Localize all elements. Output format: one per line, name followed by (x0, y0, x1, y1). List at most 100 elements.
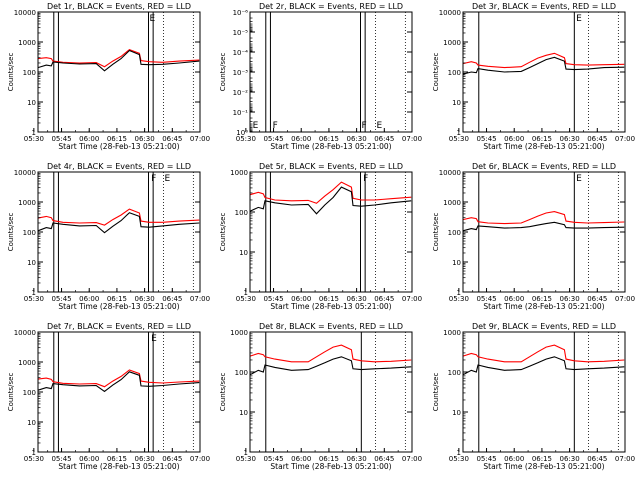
x-tick-label: 06:45 (374, 455, 394, 463)
y-tick-label: 10 (27, 99, 36, 107)
x-tick-label: 06:30 (135, 295, 155, 303)
x-axis-label: Start Time (28-Feb-13 05:21:00) (58, 302, 179, 311)
plot-frame (37, 11, 201, 133)
x-tick-label: 07:00 (615, 455, 635, 463)
y-tick-label: 10⁻² (233, 89, 249, 97)
y-tick-label: 1000 (443, 329, 461, 337)
x-tick-label: 07:00 (615, 135, 635, 143)
plot-frame (37, 331, 201, 453)
x-tick-label: 06:15 (107, 135, 127, 143)
x-axis-label: Start Time (28-Feb-13 05:21:00) (270, 142, 391, 151)
y-axis-label: Counts/sec (219, 213, 227, 252)
x-tick-label: 05:45 (476, 455, 496, 463)
series-events-line (249, 186, 412, 215)
y-tick-label: 10 (452, 259, 461, 267)
x-tick-label: 06:45 (587, 455, 607, 463)
x-tick-label: 06:15 (532, 295, 552, 303)
plot-frame (37, 171, 201, 293)
x-tick-label: 06:15 (319, 455, 339, 463)
y-tick-label: 100 (448, 369, 461, 377)
panel-det-8: Det 8r, BLACK = Events, RED = LLD 1 10 100 1… (219, 322, 422, 471)
x-tick-label: 07:00 (402, 455, 422, 463)
series-lld-line (249, 344, 412, 363)
panel-title: Det 8r, BLACK = Events, RED = LLD (259, 322, 403, 331)
y-tick-label: 1000 (230, 329, 248, 337)
x-tick-label: 07:00 (190, 135, 210, 143)
marker-label: E (576, 14, 582, 24)
x-tick-label: 06:00 (79, 295, 99, 303)
x-axis-label: Start Time (28-Feb-13 05:21:00) (483, 302, 604, 311)
y-tick-label: 1 (32, 129, 36, 137)
x-tick-label: 06:15 (319, 295, 339, 303)
panel-title: Det 9r, BLACK = Events, RED = LLD (472, 322, 616, 331)
x-axis-label: Start Time (28-Feb-13 05:21:00) (58, 142, 179, 151)
panel-title: Det 6r, BLACK = Events, RED = LLD (472, 162, 616, 171)
y-tick-label: 100 (235, 369, 248, 377)
plot-frame (462, 171, 626, 293)
y-tick-label: 100 (23, 389, 36, 397)
series-lld-line (37, 48, 200, 68)
marker-label: E (576, 174, 582, 184)
y-tick-label: 10000 (14, 329, 36, 337)
y-tick-label: 10⁻⁵ (233, 29, 249, 37)
y-tick-label: 10 (452, 99, 461, 107)
x-tick-label: 07:00 (190, 295, 210, 303)
series-events-line (462, 221, 625, 232)
x-tick-label: 06:30 (560, 295, 580, 303)
x-axis-label: Start Time (28-Feb-13 05:21:00) (270, 302, 391, 311)
x-tick-label: 06:30 (347, 295, 367, 303)
panel-title: Det 4r, BLACK = Events, RED = LLD (47, 162, 191, 171)
x-tick-label: 05:45 (51, 455, 71, 463)
x-tick-label: 06:00 (504, 455, 524, 463)
x-tick-label: 06:45 (374, 295, 394, 303)
y-tick-label: 100 (235, 209, 248, 217)
y-tick-label: 1000 (18, 359, 36, 367)
x-tick-label: 05:45 (263, 295, 283, 303)
panel-det-6: Det 6r, BLACK = Events, RED = LLD E 1 10 100… (432, 162, 635, 311)
x-tick-label: 06:30 (135, 455, 155, 463)
marker-label: F (273, 121, 278, 131)
y-tick-label: 10000 (439, 9, 461, 17)
x-tick-label: 07:00 (190, 455, 210, 463)
y-tick-label: 10⁻⁶ (233, 9, 249, 17)
x-tick-label: 06:00 (291, 135, 311, 143)
series-events-line (462, 56, 625, 75)
x-tick-label: 06:15 (107, 295, 127, 303)
y-tick-label: 100 (23, 229, 36, 237)
x-tick-label: 06:45 (587, 135, 607, 143)
x-tick-label: 06:30 (560, 135, 580, 143)
x-tick-label: 06:30 (347, 455, 367, 463)
series-events-line (37, 49, 200, 72)
y-tick-label: 10 (239, 409, 248, 417)
series-events-line (37, 212, 200, 234)
y-tick-label: 100 (448, 69, 461, 77)
panel-det-9: Det 9r, BLACK = Events, RED = LLD 1 10 100 1… (432, 322, 635, 471)
x-tick-label: 06:45 (374, 135, 394, 143)
series-lld-line (462, 211, 625, 225)
y-tick-label: 1000 (230, 169, 248, 177)
y-tick-label: 10 (27, 419, 36, 427)
panel-title: Det 3r, BLACK = Events, RED = LLD (472, 2, 616, 11)
x-tick-label: 05:30 (449, 455, 469, 463)
x-tick-label: 06:00 (79, 135, 99, 143)
y-tick-label: 10000 (439, 169, 461, 177)
x-tick-label: 05:30 (236, 135, 256, 143)
y-tick-label: 1000 (18, 39, 36, 47)
x-tick-label: 06:00 (504, 295, 524, 303)
y-axis-label: Counts/sec (7, 213, 15, 252)
y-tick-label: 1000 (18, 199, 36, 207)
plot-frame (462, 11, 626, 133)
series-lld-line (37, 369, 200, 388)
panel-title: Det 2r, BLACK = Events, RED = LLD (259, 2, 403, 11)
y-axis-label: Counts/sec (432, 53, 440, 92)
x-tick-label: 05:45 (476, 295, 496, 303)
y-tick-label: 100 (23, 69, 36, 77)
y-tick-label: 1000 (443, 39, 461, 47)
x-tick-label: 05:45 (51, 295, 71, 303)
y-tick-label: 1 (457, 449, 461, 457)
x-tick-label: 05:45 (263, 135, 283, 143)
marker-label: E (151, 334, 157, 344)
series-lld-line (37, 208, 200, 226)
